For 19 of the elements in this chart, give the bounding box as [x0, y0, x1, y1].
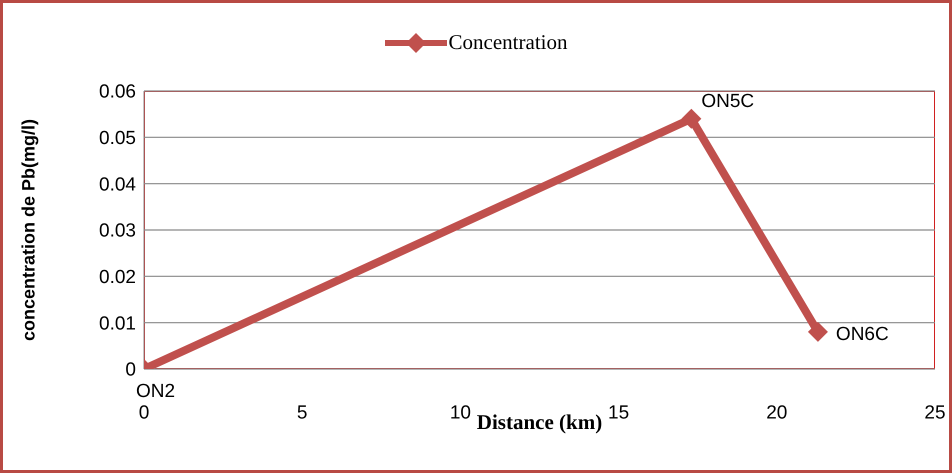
x-tick-label: 10	[450, 402, 471, 424]
y-tick-label: 0.02	[99, 267, 136, 288]
x-tick-label: 25	[924, 402, 946, 424]
y-tick-label: 0.03	[99, 220, 136, 242]
y-tick-label: 0.04	[99, 174, 136, 196]
x-tick-label: 5	[296, 402, 308, 424]
x-tick-label: 20	[766, 402, 788, 424]
y-tick-label: 0.06	[99, 82, 136, 103]
x-tick-label: 0	[138, 402, 150, 424]
y-axis-title: concentration de Pb(mg/l)	[18, 118, 38, 342]
y-tick-label: 0.01	[99, 313, 136, 334]
y-tick-label: 0.05	[99, 128, 136, 150]
x-axis-title: Distance (km)	[476, 410, 602, 434]
annotation: ON6C	[836, 324, 889, 345]
x-tick-label: 15	[608, 402, 630, 424]
annotation: ON5C	[701, 90, 754, 112]
y-tick-label: 0	[125, 360, 136, 381]
annotation: ON2	[136, 381, 176, 402]
legend-label: Concentration	[448, 30, 568, 55]
